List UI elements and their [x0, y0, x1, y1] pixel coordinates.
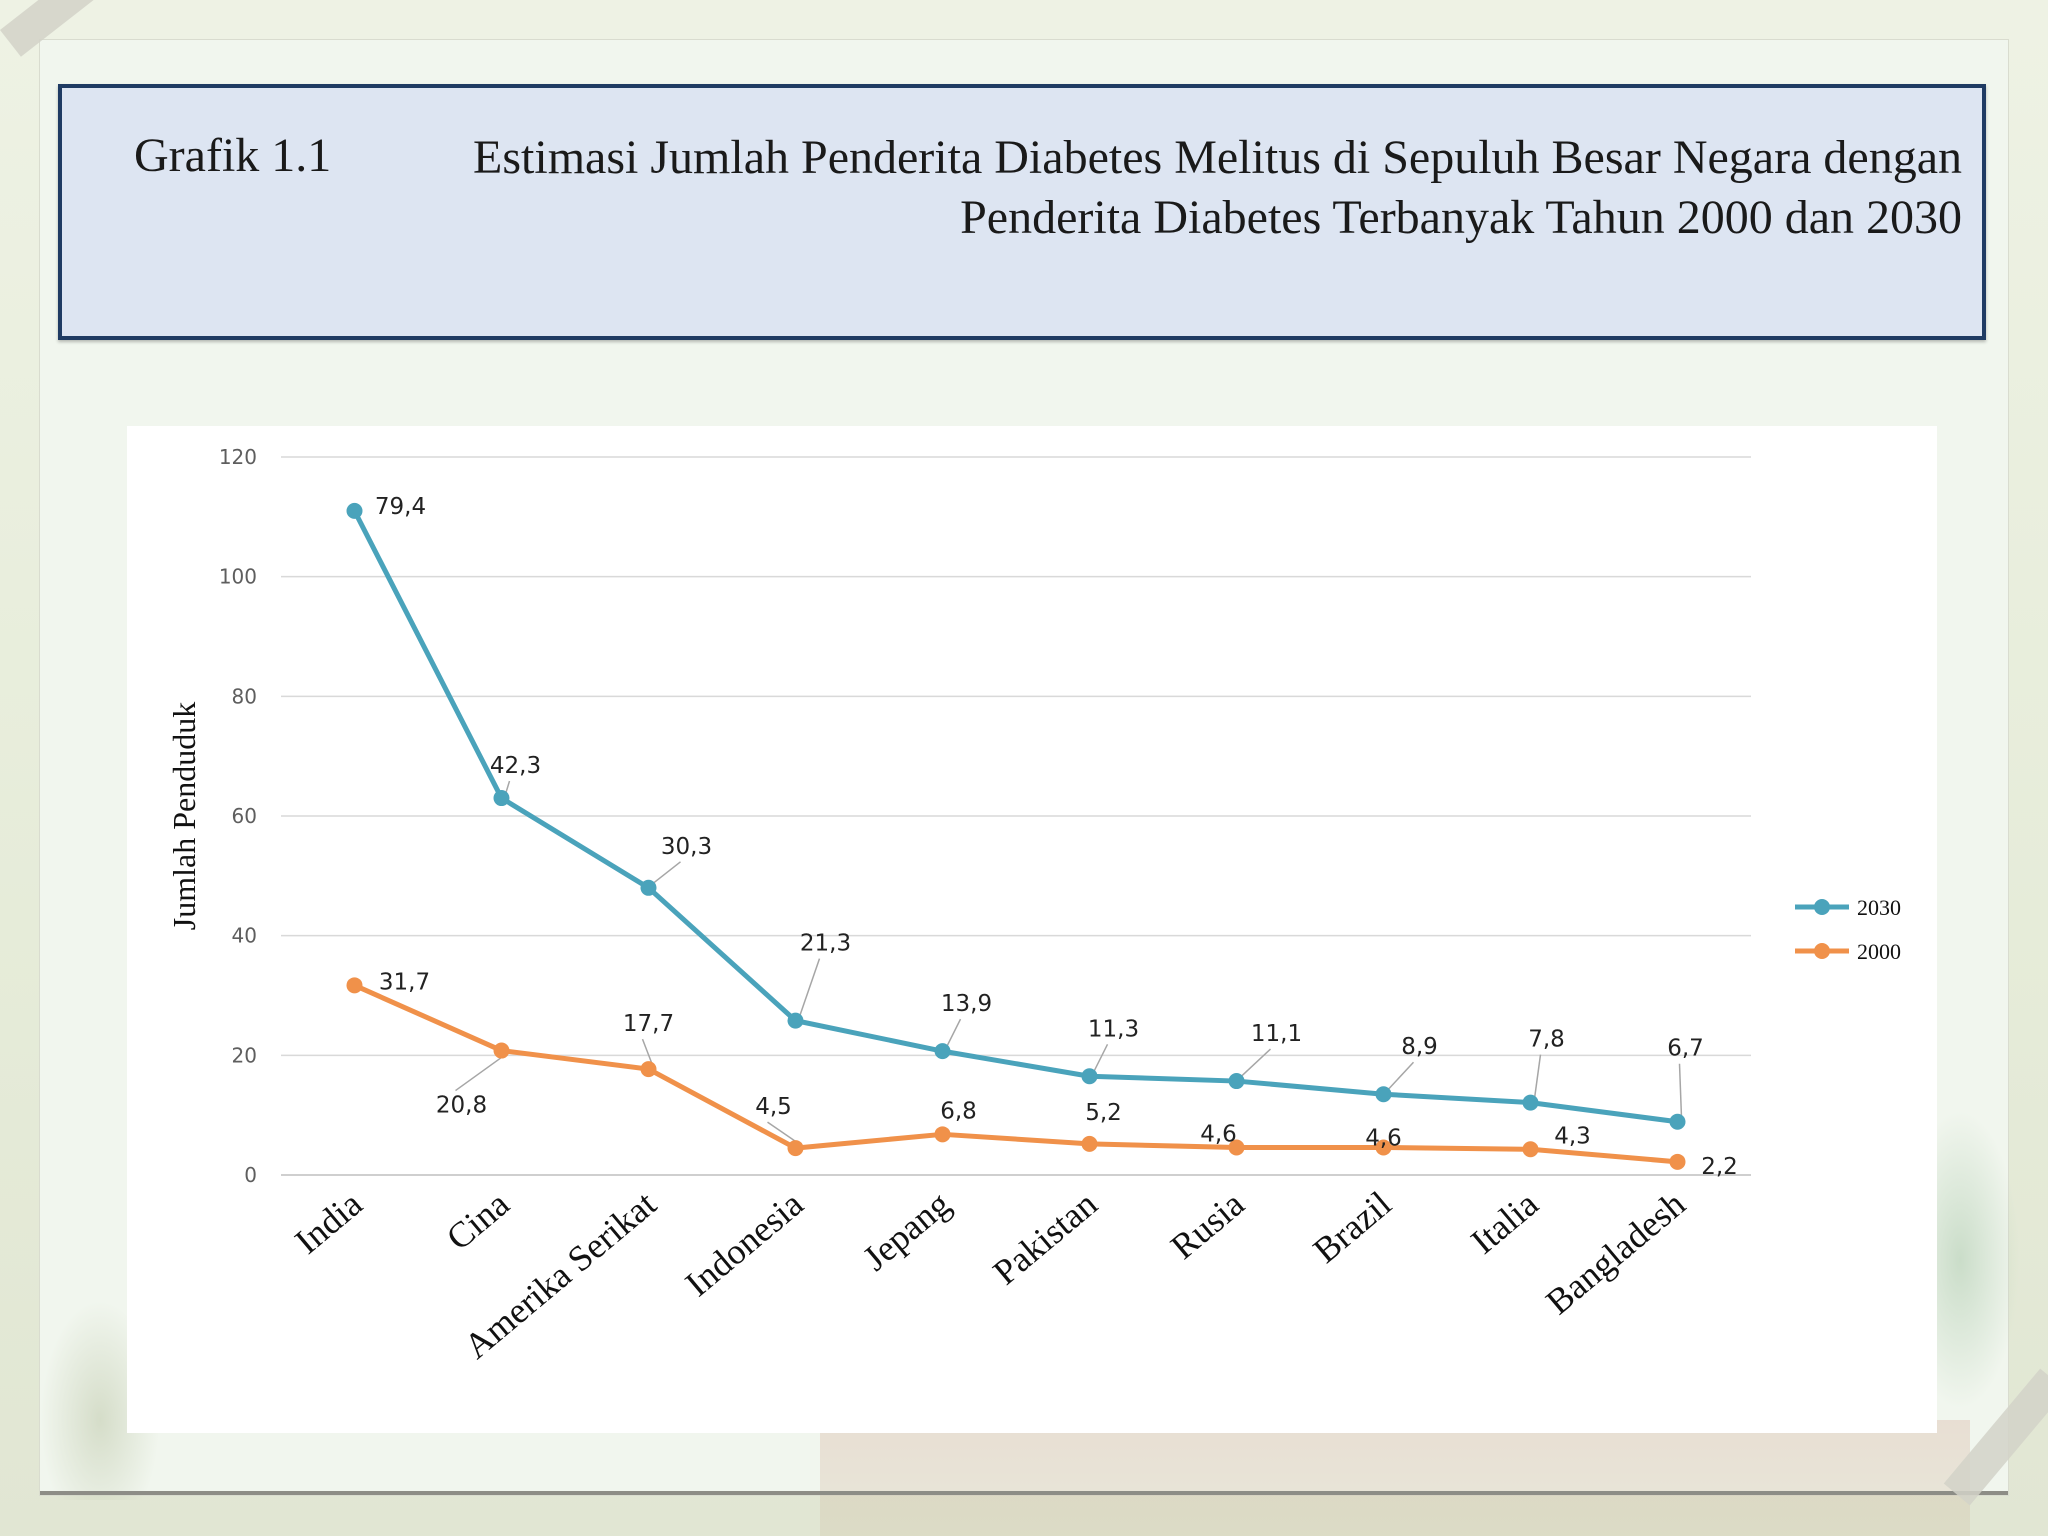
label-leader-line	[1092, 1043, 1109, 1073]
data-point-2000	[346, 977, 363, 994]
y-axis-label: Jumlah Penduduk	[166, 702, 202, 930]
data-label-2000: 4,5	[755, 1094, 792, 1120]
label-leader-line	[1239, 1048, 1272, 1078]
data-label-2030: 11,1	[1251, 1021, 1302, 1047]
series-line-2030	[352, 509, 1678, 1125]
label-leader-line	[455, 1053, 506, 1092]
data-label-2000: 4,3	[1554, 1123, 1591, 1149]
data-label-2030: 30,3	[661, 834, 712, 860]
legend-label-2000: 2000	[1857, 939, 1901, 964]
x-category-label: Indonesia	[678, 1183, 811, 1304]
label-leader-line	[652, 861, 681, 885]
line-chart: 0 20 40 60 80 100 120 Jumlah Penduduk 79,4 42,3…	[166, 445, 1901, 1366]
series-line-2000	[353, 983, 1678, 1165]
data-label-2030: 13,9	[941, 991, 992, 1017]
x-category-label: Jepang	[855, 1183, 957, 1278]
x-category-label: Rusia	[1163, 1183, 1252, 1266]
data-point-2000	[1522, 1141, 1539, 1158]
label-leader-line	[945, 1018, 962, 1048]
data-point-2030	[1669, 1113, 1686, 1130]
x-category-label: India	[287, 1183, 369, 1261]
data-point-2030	[934, 1043, 951, 1060]
data-label-2030: 8,9	[1401, 1034, 1438, 1060]
data-point-2030	[1081, 1068, 1098, 1085]
data-point-2000	[493, 1042, 510, 1059]
data-point-2030	[1375, 1086, 1392, 1103]
data-point-2000	[934, 1126, 951, 1143]
y-tick-label: 40	[232, 924, 257, 948]
data-point-2000	[1081, 1135, 1098, 1152]
data-label-2000: 4,6	[1365, 1125, 1402, 1151]
x-category-label: Bangladesh	[1538, 1183, 1692, 1322]
label-leader-line	[1678, 1063, 1683, 1118]
legend-label-2030: 2030	[1857, 895, 1901, 920]
decorative-illustration	[820, 1420, 1970, 1536]
y-tick-label: 120	[219, 445, 257, 469]
x-category-label: Pakistan	[985, 1183, 1104, 1292]
data-label-2030: 42,3	[490, 753, 541, 779]
title-box: Grafik 1.1 Estimasi Jumlah Penderita Dia…	[58, 84, 1986, 340]
data-point-2030	[640, 879, 657, 896]
data-point-2030	[1522, 1094, 1539, 1111]
figure-title: Estimasi Jumlah Penderita Diabetes Melit…	[473, 131, 1962, 244]
legend-marker-2030	[1814, 899, 1830, 915]
data-label-2030: 79,4	[375, 494, 426, 520]
data-point-2030	[1228, 1073, 1245, 1090]
label-leader-line	[641, 1038, 654, 1066]
y-tick-label: 0	[244, 1163, 257, 1187]
data-label-2000: 4,6	[1200, 1121, 1237, 1147]
legend-marker-2000	[1814, 943, 1830, 959]
data-point-2000	[787, 1140, 804, 1157]
x-category-label: Brazil	[1306, 1183, 1399, 1270]
data-point-2000	[640, 1061, 657, 1078]
y-tick-label: 60	[232, 804, 257, 828]
figure-label: Grafik 1.1	[134, 129, 332, 182]
data-label-2000: 5,2	[1085, 1100, 1122, 1126]
data-label-2030: 6,7	[1667, 1036, 1704, 1062]
data-point-2000	[1375, 1139, 1392, 1156]
data-label-2000: 6,8	[940, 1098, 977, 1124]
data-label-2030: 21,3	[800, 931, 851, 957]
data-point-2030	[493, 790, 510, 807]
data-label-2030: 11,3	[1088, 1016, 1139, 1042]
data-label-2000: 17,7	[623, 1011, 674, 1037]
data-point-2000	[1228, 1139, 1245, 1156]
y-tick-label: 100	[219, 565, 257, 589]
label-leader-line	[1533, 1054, 1542, 1099]
data-label-2030: 7,8	[1528, 1027, 1565, 1053]
y-tick-label: 20	[232, 1043, 257, 1067]
data-point-2030	[787, 1012, 804, 1029]
chart-panel: 0 20 40 60 80 100 120 Jumlah Penduduk 79,4 42,3…	[127, 426, 1937, 1433]
x-category-label: Italia	[1463, 1183, 1545, 1261]
x-category-label: Cina	[439, 1183, 517, 1257]
y-tick-label: 80	[232, 684, 257, 708]
label-leader-line	[1386, 1061, 1415, 1091]
data-label-2000: 31,7	[379, 969, 430, 995]
data-point-2000	[1669, 1153, 1686, 1170]
bottom-rule	[40, 1491, 2008, 1495]
data-label-2000: 2,2	[1701, 1154, 1738, 1180]
data-label-2000: 20,8	[436, 1093, 487, 1119]
data-point-2030	[346, 502, 363, 519]
label-leader-line	[798, 958, 821, 1017]
